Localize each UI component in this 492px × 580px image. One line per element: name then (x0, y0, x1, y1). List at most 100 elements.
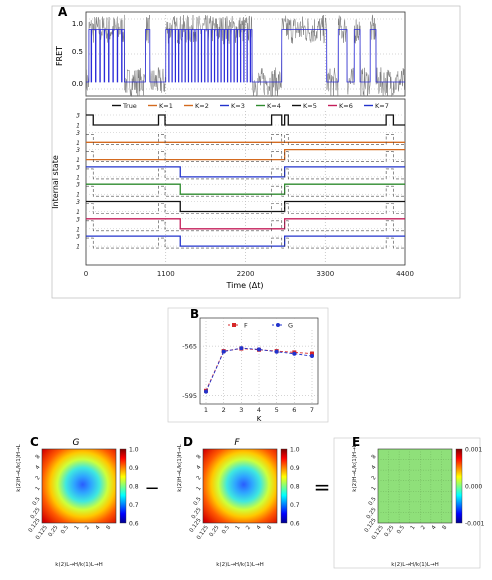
panel-a-xtick-2: 2200 (237, 270, 255, 278)
state-line-true (86, 114, 405, 126)
state-true-ref-6 (86, 220, 405, 232)
e-xtick-2: 0.5 (396, 524, 406, 535)
e-xtick-4: 2 (420, 525, 427, 531)
c-xtick-6: 8 (105, 524, 112, 531)
e-cb-tick-1: 0.000 (465, 484, 482, 491)
state-tick-1-row-4: 1 (76, 192, 80, 199)
fret-fit-line (86, 29, 405, 83)
d-xlabel: k(2)L→H/k(1)L→H (216, 562, 263, 568)
c-ytick-4: 2 (35, 475, 42, 481)
c-ytick-3: 1 (35, 486, 42, 492)
panel-b-ticks: 1 2 3 4 5 6 7 -565 -595 (182, 343, 314, 414)
b-xtick-0: 1 (204, 406, 208, 414)
e-ylabel: k(2)H→L/k(1)H→L (352, 443, 358, 491)
e-xtick-5: 4 (431, 524, 438, 531)
c-cb-tick-0: 1.0 (129, 447, 139, 454)
panel-a-xticks: 0 1100 2200 3300 4400 (84, 270, 414, 278)
legend-label-2: K=2 (195, 102, 209, 110)
c-cb-tick-1: 0.9 (129, 465, 139, 472)
fret-ytick-05: 0.5 (72, 48, 83, 56)
b-point-g-1 (221, 349, 226, 354)
legend-label-4: K=4 (267, 102, 281, 110)
panel-b-xlabel: K (257, 415, 262, 423)
legend-label-0: True (122, 102, 137, 110)
b-ytick-1: -595 (182, 392, 197, 400)
e-ytick-5: 4 (371, 464, 378, 471)
d-ytick-6: 8 (196, 454, 203, 461)
c-ytick-2: 0.5 (32, 496, 42, 507)
state-true-ref-7 (86, 237, 405, 249)
state-tick-3-row-2: 3 (76, 147, 80, 154)
panel-a-xtick-3: 3300 (316, 270, 334, 278)
state-true-ref-2 (86, 151, 405, 162)
b-legend-label-g: G (288, 322, 293, 330)
d-ytick-1: 0.25 (191, 506, 203, 520)
b-xtick-3: 4 (257, 406, 261, 414)
b-xtick-5: 6 (292, 406, 296, 414)
b-point-f-6 (310, 351, 314, 356)
b-legend-marker-f (232, 323, 236, 327)
fret-ytick-1: 1.0 (72, 20, 83, 28)
b-point-g-0 (204, 389, 208, 394)
legend-label-5: K=5 (303, 102, 317, 110)
panel-c-title: G (73, 438, 80, 448)
state-tick-1-row-0: 1 (76, 123, 80, 130)
c-cb-tick-2: 0.8 (129, 484, 139, 491)
state-tick-3-row-5: 3 (76, 199, 80, 206)
state-tick-1-row-2: 1 (76, 157, 80, 164)
fret-axes: 1.0 0.5 0.0 FRET (55, 11, 406, 97)
d-ytick-2: 0.5 (193, 496, 203, 507)
legend-label-1: K=1 (159, 102, 173, 110)
d-ytick-5: 4 (196, 464, 203, 471)
b-point-g-6 (310, 354, 314, 359)
state-tick-3-row-1: 3 (76, 130, 80, 137)
panel-e-frame (333, 437, 481, 569)
fret-ytick-0: 0.0 (72, 80, 83, 88)
c-xtick-2: 0.5 (60, 524, 70, 535)
state-lines (86, 114, 405, 249)
panel-a-label: A (58, 5, 68, 19)
panel-b-label: B (190, 307, 199, 321)
state-tick-3-row-0: 3 (76, 113, 80, 120)
state-tick-1-row-7: 1 (76, 244, 80, 251)
b-xtick-6: 7 (310, 406, 314, 414)
colorbar-g-ticks: 1.0 0.9 0.8 0.7 0.6 (129, 447, 139, 528)
legend-label-7: K=7 (375, 102, 389, 110)
c-ytick-1: 0.25 (30, 506, 42, 520)
e-ytick-1: 0.25 (366, 506, 378, 520)
c-ytick-5: 4 (35, 464, 42, 471)
b-point-g-5 (292, 351, 297, 356)
state-line-k4 (86, 183, 405, 195)
c-xtick-1: 0.25 (48, 524, 60, 538)
minus-sign: − (144, 478, 159, 499)
b-xtick-2: 3 (239, 406, 243, 414)
d-xtick-5: 4 (256, 524, 263, 531)
d-xtick-1: 0.25 (209, 524, 221, 538)
c-cb-tick-3: 0.7 (129, 502, 139, 509)
state-tick-1-row-3: 1 (76, 174, 80, 181)
heatmap-g (41, 448, 117, 524)
state-tick-1-row-1: 1 (76, 140, 80, 147)
state-tick-1-row-5: 1 (76, 209, 80, 216)
e-xtick-6: 8 (441, 524, 448, 531)
fret-fit-trace (86, 29, 405, 83)
state-ylabel: Internal state (51, 155, 60, 209)
c-xtick-4: 2 (84, 525, 91, 531)
legend-label-3: K=3 (231, 102, 245, 110)
d-xtick-3: 1 (235, 525, 242, 531)
state-true-ref-4 (86, 185, 405, 197)
panel-b-series (204, 346, 314, 394)
c-xtick-5: 4 (95, 524, 102, 531)
e-cb-tick-2: -0.001 (465, 521, 485, 528)
b-legend-marker-g (276, 323, 280, 327)
state-tick-3-row-7: 3 (76, 234, 80, 241)
d-xtick-6: 8 (266, 524, 273, 531)
panel-a-xtick-1: 1100 (157, 270, 175, 278)
panel-a-xlabel: Time (Δt) (226, 281, 264, 290)
b-legend-bg (226, 320, 314, 330)
